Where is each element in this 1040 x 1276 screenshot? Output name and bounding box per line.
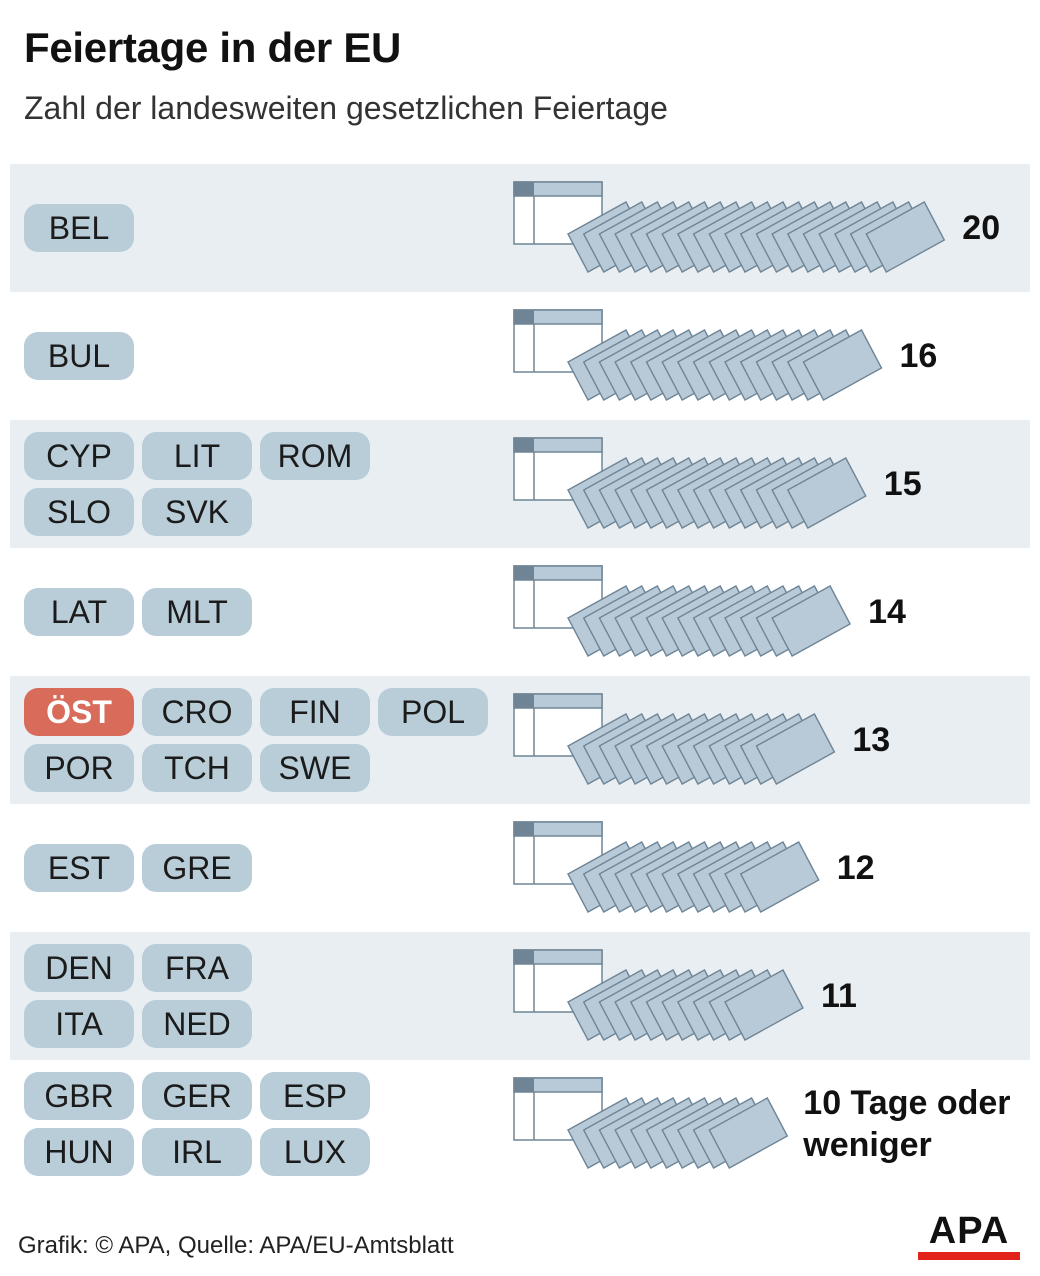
holiday-sheet-stack	[513, 309, 883, 401]
holiday-sheet-stack	[513, 1077, 789, 1169]
chart-row: CYP LIT ROM SLO SVK 15	[10, 420, 1030, 548]
holiday-sheet-stack	[513, 437, 867, 529]
country-chip-pol: POL	[378, 688, 488, 736]
holiday-sheet-stack	[513, 821, 820, 913]
apa-logo-bar	[918, 1252, 1020, 1260]
country-chip-lit: LIT	[142, 432, 252, 480]
country-chip-cro: CRO	[142, 688, 252, 736]
holiday-count-label: 12	[836, 849, 875, 887]
holiday-sheet	[708, 1097, 789, 1169]
chart-row: BEL 20	[10, 164, 1030, 292]
calendar-icon-tab	[514, 822, 534, 836]
chart-title: Feiertage in der EU	[24, 24, 402, 71]
country-chip-group: LAT MLT	[24, 548, 494, 676]
chart-row: DEN FRA ITA NED 11	[10, 932, 1030, 1060]
country-chip-group: BEL	[24, 164, 494, 292]
country-chip-group: DEN FRA ITA NED	[24, 932, 494, 1060]
holiday-count-label: 13	[852, 721, 891, 759]
holiday-sheet-stack	[513, 949, 804, 1041]
calendar-icon-tab	[514, 438, 534, 452]
country-chip-irl: IRL	[142, 1128, 252, 1176]
country-chip-bel: BEL	[24, 204, 134, 252]
calendar-icon-tab	[514, 182, 534, 196]
holiday-sheet	[739, 841, 820, 913]
country-chip-fra: FRA	[142, 944, 252, 992]
holiday-count-label: 14	[868, 593, 906, 631]
holiday-sheet	[865, 201, 946, 273]
country-chip-gbr: GBR	[24, 1072, 134, 1120]
holiday-sheet	[802, 329, 883, 401]
holiday-sheet	[755, 713, 836, 785]
calendar-icon-tab	[514, 566, 534, 580]
chart-subtitle: Zahl der landesweiten gesetzlichen Feier…	[24, 90, 668, 126]
holiday-count-label: 15	[883, 465, 922, 503]
country-chip-group: ÖST CRO FIN POL POR TCH SWE	[24, 676, 494, 804]
holiday-count-label: 11	[821, 977, 857, 1015]
country-chip-group: CYP LIT ROM SLO SVK	[24, 420, 494, 548]
country-chip-fin: FIN	[260, 688, 370, 736]
calendar-icon-tab	[514, 310, 534, 324]
chart-row: BUL 16	[10, 292, 1030, 420]
country-chip-swe: SWE	[260, 744, 370, 792]
calendar-icon-tab	[514, 950, 534, 964]
apa-logo: APA	[918, 1210, 1020, 1260]
country-chip-ger: GER	[142, 1072, 252, 1120]
holiday-count-line: weniger	[803, 1126, 932, 1164]
country-chip-group: BUL	[24, 292, 494, 420]
holiday-sheet-stack	[513, 181, 946, 273]
apa-logo-text: APA	[928, 1210, 1010, 1252]
country-chip-tch: TCH	[142, 744, 252, 792]
chart-row: LAT MLT 14	[10, 548, 1030, 676]
country-chip-hun: HUN	[24, 1128, 134, 1176]
holiday-sheet-stack	[513, 565, 852, 657]
chart-row: EST GRE 12	[10, 804, 1030, 932]
source-credit: Grafik: © APA, Quelle: APA/EU-Amtsblatt	[18, 1232, 454, 1259]
country-chip-lat: LAT	[24, 588, 134, 636]
country-chip-lux: LUX	[260, 1128, 370, 1176]
holiday-count-label: 10 Tage oder weniger	[803, 1082, 1010, 1166]
country-chip-ned: NED	[142, 1000, 252, 1048]
country-chip-group: GBR GER ESP HUN IRL LUX	[24, 1060, 494, 1188]
country-chip-öst: ÖST	[24, 688, 134, 736]
holiday-count-line: 10 Tage oder	[803, 1084, 1011, 1122]
country-chip-esp: ESP	[260, 1072, 370, 1120]
calendar-icon-tab	[514, 694, 534, 708]
country-chip-svk: SVK	[142, 488, 252, 536]
country-chip-por: POR	[24, 744, 134, 792]
calendar-icon-tab	[514, 1078, 534, 1092]
holiday-sheet	[771, 585, 852, 657]
holiday-count-label: 16	[899, 337, 938, 375]
holiday-sheet-stack	[513, 693, 836, 785]
country-chip-group: EST GRE	[24, 804, 494, 932]
country-chip-rom: ROM	[260, 432, 370, 480]
country-chip-cyp: CYP	[24, 432, 134, 480]
country-chip-est: EST	[24, 844, 134, 892]
holiday-count-label: 20	[962, 209, 1001, 247]
country-chip-slo: SLO	[24, 488, 134, 536]
country-chip-gre: GRE	[142, 844, 252, 892]
country-chip-ita: ITA	[24, 1000, 134, 1048]
chart-row: ÖST CRO FIN POL POR TCH SWE 13	[10, 676, 1030, 804]
country-chip-bul: BUL	[24, 332, 134, 380]
holiday-sheet	[724, 969, 804, 1041]
holiday-sheet	[786, 457, 867, 529]
chart-row: GBR GER ESP HUN IRL LUX 10 Tage oder weniger	[10, 1060, 1030, 1188]
country-chip-den: DEN	[24, 944, 134, 992]
country-chip-mlt: MLT	[142, 588, 252, 636]
